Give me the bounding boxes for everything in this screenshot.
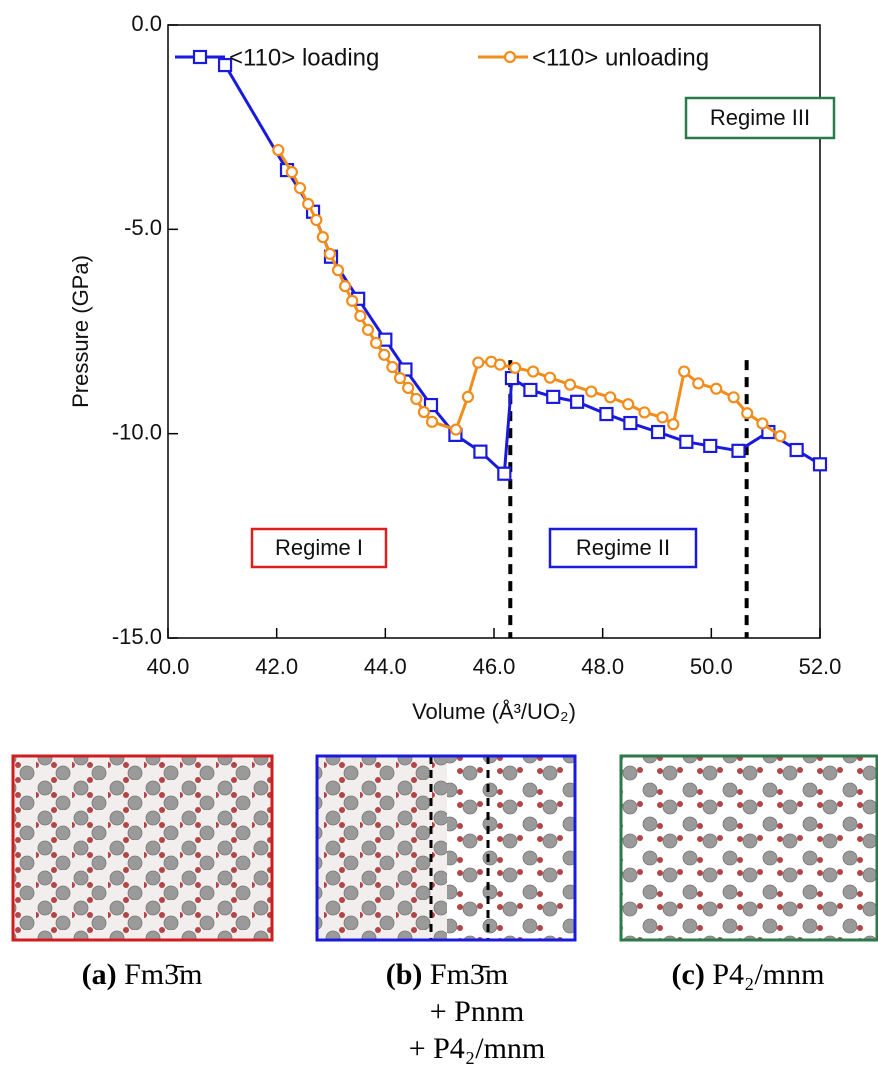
marker (310, 213, 323, 227)
marker (402, 381, 415, 394)
x-tick-label: 40.0 (147, 654, 190, 679)
marker (339, 280, 352, 293)
marker (331, 264, 345, 277)
marker (667, 418, 680, 431)
marker (731, 443, 746, 458)
marker (756, 417, 769, 430)
marker (449, 423, 463, 436)
y-tick-label: -10.0 (112, 419, 162, 444)
marker (570, 394, 585, 409)
annotation-text: Regime II (576, 535, 670, 560)
x-tick-label: 52.0 (799, 654, 842, 679)
y-axis-label: Pressure (GPa) (68, 255, 93, 408)
marker (710, 382, 723, 395)
marker (369, 336, 383, 350)
marker (285, 166, 298, 179)
marker (789, 442, 804, 458)
marker (527, 365, 540, 378)
marker (622, 398, 635, 411)
marker (493, 358, 507, 371)
x-tick-label: 48.0 (581, 654, 624, 679)
panel-caption: (a) Fm3̄m (82, 958, 203, 991)
marker (812, 457, 828, 472)
panel-formula: P4₂/mnm (712, 958, 824, 991)
x-tick-label: 44.0 (364, 654, 407, 679)
marker (354, 309, 367, 323)
marker (703, 438, 718, 454)
panel-border (619, 754, 878, 942)
panel-formula: + P4₂/mnm (409, 1032, 546, 1065)
annotation-box (684, 96, 836, 140)
marker (417, 405, 431, 419)
x-tick-label: 42.0 (255, 654, 298, 679)
crystal-b-right (447, 756, 575, 940)
marker (543, 371, 557, 384)
y-tick-label: -15.0 (112, 624, 162, 649)
marker (604, 391, 617, 404)
marker (638, 406, 651, 419)
marker (425, 415, 439, 428)
panel-formula: + Pnnm (430, 995, 524, 1028)
legend-marker (503, 50, 517, 64)
marker (293, 181, 307, 195)
marker (656, 411, 669, 424)
marker (217, 57, 233, 73)
marker (472, 356, 485, 369)
marker (378, 348, 391, 361)
marker (623, 415, 638, 431)
panel-caption: (c) P4₂/mnm (672, 958, 825, 991)
crystal-images (13, 756, 877, 940)
panel-label: (c) (672, 958, 705, 991)
panel-formula: Fm3̄m (430, 958, 508, 991)
panel-label: (a) (82, 958, 117, 991)
panel-border (11, 754, 274, 942)
marker (386, 360, 399, 374)
panel-border (315, 754, 577, 942)
legend-marker (192, 49, 208, 65)
marker (316, 230, 329, 244)
marker (497, 466, 512, 481)
marker (599, 406, 614, 422)
legend-label: <110> loading (229, 44, 379, 71)
marker (692, 377, 705, 390)
marker (546, 389, 561, 404)
marker (650, 424, 666, 440)
x-tick-label: 46.0 (473, 654, 516, 679)
y-tick-label: 0.0 (131, 11, 162, 36)
legend-label: <110> unloading (532, 44, 709, 71)
marker (741, 407, 754, 420)
crystal-b-left (317, 756, 447, 940)
x-axis-label: Volume (Å³/UO₂) (412, 699, 576, 724)
annotation-box (250, 527, 388, 569)
marker (585, 385, 598, 398)
marker (393, 371, 407, 385)
y-tick-label: -5.0 (124, 215, 162, 240)
marker (272, 143, 285, 157)
marker (563, 378, 577, 391)
marker (323, 247, 337, 260)
marker (509, 361, 522, 374)
marker (410, 392, 423, 406)
marker (346, 294, 359, 307)
crystal-a (13, 756, 272, 940)
marker (727, 391, 740, 404)
annotation-text: Regime I (275, 535, 363, 560)
marker (473, 444, 488, 459)
x-tick-label: 50.0 (690, 654, 733, 679)
crystal-c (621, 756, 877, 940)
marker (678, 365, 691, 378)
annotation-box (548, 527, 698, 569)
panel-caption: (b) Fm3̄m (386, 958, 509, 991)
marker (679, 434, 694, 449)
marker (774, 430, 787, 443)
marker (523, 382, 538, 398)
marker (361, 323, 375, 336)
panel-formula: Fm3̄m (124, 958, 202, 991)
marker (302, 197, 315, 211)
annotation-text: Regime III (710, 105, 810, 130)
marker (461, 390, 475, 403)
panel-label: (b) (386, 958, 423, 991)
